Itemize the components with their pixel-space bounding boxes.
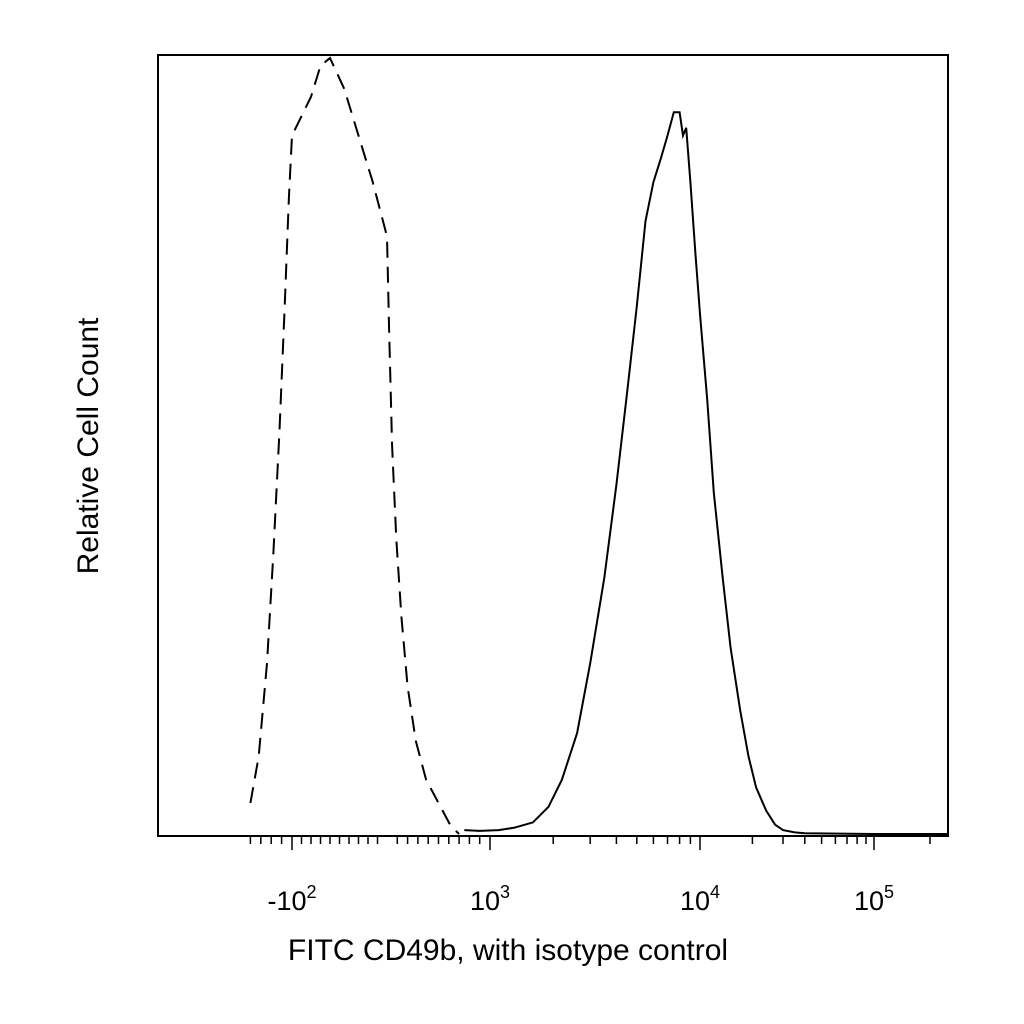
x-minor-ticks bbox=[249, 836, 931, 850]
x-tick-label: 104 bbox=[680, 882, 720, 916]
cd49b-curve bbox=[464, 111, 948, 835]
x-axis-label: FITC CD49b, with isotype control bbox=[288, 934, 728, 967]
x-tick-labels: -102 103 104 105 bbox=[267, 882, 894, 916]
y-axis-label: Relative Cell Count bbox=[72, 317, 105, 574]
x-tick-label: 105 bbox=[854, 882, 894, 916]
series-layer bbox=[249, 56, 948, 835]
x-tick-label: 103 bbox=[470, 882, 510, 916]
isotype-control-curve bbox=[249, 56, 460, 835]
x-tick-label: -102 bbox=[267, 882, 316, 916]
plot-frame bbox=[157, 54, 949, 837]
